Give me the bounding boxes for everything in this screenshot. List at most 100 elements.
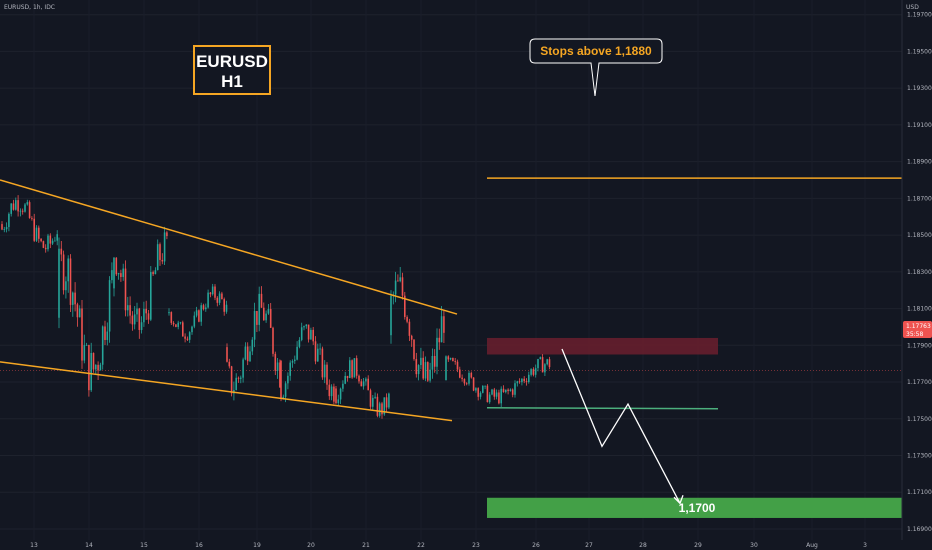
candle-body bbox=[282, 396, 285, 399]
candle-body bbox=[339, 388, 342, 400]
candle-body bbox=[182, 322, 184, 337]
candle-body bbox=[195, 310, 198, 316]
candle-body bbox=[431, 355, 434, 370]
candle-body bbox=[136, 308, 138, 315]
candle-body bbox=[78, 308, 81, 318]
candle-body bbox=[486, 385, 489, 403]
candle-body bbox=[468, 372, 470, 384]
candle-body bbox=[62, 254, 65, 291]
candle-body bbox=[498, 392, 500, 404]
candle-body bbox=[539, 357, 542, 360]
candle-body bbox=[342, 383, 344, 389]
candle-body bbox=[289, 362, 291, 376]
target-zone[interactable] bbox=[487, 497, 902, 518]
candle-body bbox=[223, 299, 225, 312]
candle-body bbox=[90, 353, 92, 391]
candle-body bbox=[518, 381, 521, 383]
candle-body bbox=[200, 305, 202, 322]
resistance-zone[interactable] bbox=[487, 337, 718, 355]
title-line1: EURUSD bbox=[196, 52, 268, 71]
candle-body bbox=[326, 364, 328, 385]
candle-body bbox=[242, 359, 244, 378]
candle-body bbox=[161, 259, 164, 262]
price-tick-label: 1.17900 bbox=[907, 342, 932, 349]
candle-body bbox=[147, 313, 150, 320]
candle-body bbox=[484, 385, 486, 387]
wedge-upper-trendline[interactable] bbox=[0, 179, 458, 315]
title-box[interactable]: EURUSD H1 bbox=[193, 45, 271, 95]
price-tick-label: 1.18300 bbox=[907, 269, 932, 276]
candle-body bbox=[267, 309, 270, 314]
candle-body bbox=[38, 227, 40, 239]
candle-body bbox=[459, 369, 461, 378]
candle-body bbox=[378, 403, 381, 416]
candle-body bbox=[228, 361, 231, 367]
candle-body bbox=[372, 397, 374, 407]
time-tick-label: 15 bbox=[140, 542, 148, 549]
price-tick-label: 1.18900 bbox=[907, 159, 932, 166]
candle-body bbox=[258, 293, 260, 325]
wedge-lower-trendline[interactable] bbox=[0, 361, 453, 422]
candle-body bbox=[344, 375, 346, 384]
candle-body bbox=[140, 322, 143, 330]
candle-body bbox=[124, 268, 127, 311]
projection-path[interactable] bbox=[561, 348, 681, 504]
support-horizontal-line[interactable] bbox=[486, 407, 719, 410]
candle-body bbox=[321, 348, 324, 378]
candle-body bbox=[216, 297, 219, 303]
price-tag-value: 1.17763 bbox=[906, 323, 931, 330]
candle-body bbox=[314, 341, 317, 362]
candle-body bbox=[191, 326, 193, 333]
time-tick-label: 27 bbox=[585, 542, 593, 549]
candle-body bbox=[129, 305, 131, 316]
time-axis[interactable]: 13 14 15 16 19 20 21 22 23 26 27 28 29 30 Aug 3 bbox=[30, 542, 867, 549]
candle-body bbox=[445, 356, 447, 381]
stops-callout[interactable]: Stops above 1,1880 bbox=[529, 38, 663, 97]
candle-body bbox=[150, 272, 152, 320]
candle-body bbox=[521, 378, 523, 383]
candle-body bbox=[60, 248, 63, 255]
candle-body bbox=[367, 378, 369, 391]
candle-body bbox=[298, 339, 301, 347]
candle-body bbox=[358, 375, 360, 382]
candle-body bbox=[35, 227, 38, 241]
price-tick-label: 1.17300 bbox=[907, 453, 932, 460]
time-tick-label: 19 bbox=[253, 542, 261, 549]
time-tick-label: 26 bbox=[532, 542, 540, 549]
candle-body bbox=[523, 378, 525, 382]
candle-body bbox=[534, 368, 537, 375]
candle-body bbox=[461, 377, 463, 380]
time-tick-label: 21 bbox=[362, 542, 370, 549]
candle-body bbox=[514, 383, 516, 395]
candle-body bbox=[263, 307, 265, 321]
candle-body bbox=[463, 379, 466, 384]
candle-body bbox=[127, 305, 129, 311]
candle-body bbox=[76, 304, 79, 318]
candle-body bbox=[3, 229, 6, 231]
candle-body bbox=[541, 357, 544, 373]
candle-body bbox=[269, 309, 272, 328]
candle-body bbox=[505, 389, 507, 393]
candle-body bbox=[530, 369, 532, 375]
candle-body bbox=[244, 346, 247, 360]
price-tick-label: 1.19500 bbox=[907, 48, 932, 55]
candle-body bbox=[365, 378, 367, 382]
candle-body bbox=[179, 322, 182, 324]
candle-body bbox=[249, 351, 251, 362]
currency-label: USD bbox=[906, 4, 919, 11]
candle-body bbox=[198, 310, 200, 322]
candle-body bbox=[406, 316, 408, 322]
candle-body bbox=[251, 339, 254, 352]
price-tick-label: 1.17100 bbox=[907, 489, 932, 496]
candle-body bbox=[491, 389, 493, 395]
candle-body bbox=[507, 389, 509, 392]
candle-body bbox=[221, 293, 223, 300]
candle-body bbox=[280, 360, 282, 399]
candle-body bbox=[328, 384, 331, 397]
candle-body bbox=[475, 388, 477, 391]
price-axis[interactable]: 1.19700 1.19500 1.19300 1.19100 1.18900 1.187… bbox=[907, 12, 932, 533]
candle-body bbox=[394, 280, 397, 295]
candle-body bbox=[374, 396, 376, 398]
price-tick-label: 1.19700 bbox=[907, 12, 932, 19]
